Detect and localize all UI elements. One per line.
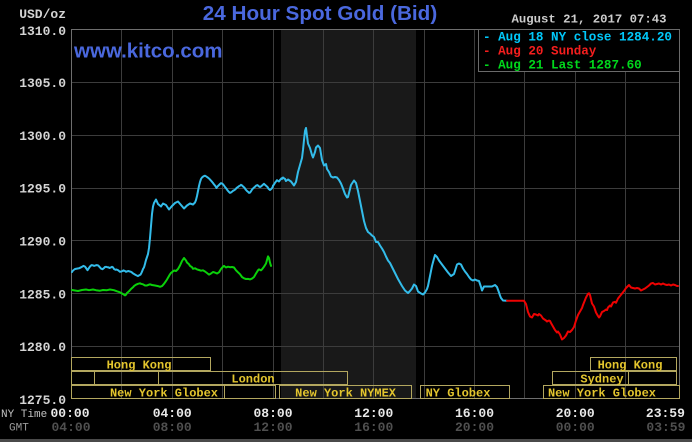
svg-text:NY Globex: NY Globex xyxy=(426,386,491,400)
svg-text:New York Globex: New York Globex xyxy=(110,386,218,400)
svg-text:USD/oz: USD/oz xyxy=(19,7,66,22)
svg-text:www.kitco.com: www.kitco.com xyxy=(73,40,222,63)
svg-text:20:00: 20:00 xyxy=(556,406,595,421)
svg-text:GMT: GMT xyxy=(9,423,29,435)
svg-text:1285.0: 1285.0 xyxy=(19,287,66,302)
svg-text:12:00: 12:00 xyxy=(354,406,393,421)
svg-text:Sydney: Sydney xyxy=(580,373,623,387)
svg-text:NY Time: NY Time xyxy=(1,409,47,421)
svg-text:16:00: 16:00 xyxy=(354,420,393,435)
svg-text:August 21, 2017 07:43: August 21, 2017 07:43 xyxy=(512,13,667,27)
svg-text:- Aug 21 Last 1287.60: - Aug 21 Last 1287.60 xyxy=(483,59,642,73)
svg-text:00:00: 00:00 xyxy=(50,406,89,421)
svg-text:1300.0: 1300.0 xyxy=(19,129,66,144)
svg-text:04:00: 04:00 xyxy=(51,420,90,435)
svg-text:1290.0: 1290.0 xyxy=(19,235,66,250)
svg-text:1305.0: 1305.0 xyxy=(19,76,66,91)
svg-text:- Aug 20 Sunday: - Aug 20 Sunday xyxy=(483,45,597,59)
svg-text:20:00: 20:00 xyxy=(455,420,494,435)
svg-text:Hong Kong: Hong Kong xyxy=(598,358,663,372)
svg-text:1310.0: 1310.0 xyxy=(19,24,66,39)
svg-text:1280.0: 1280.0 xyxy=(19,340,66,355)
svg-text:23:59: 23:59 xyxy=(646,406,685,421)
svg-text:03:59: 03:59 xyxy=(646,420,685,435)
svg-text:1295.0: 1295.0 xyxy=(19,182,66,197)
svg-text:24 Hour Spot Gold (Bid): 24 Hour Spot Gold (Bid) xyxy=(203,2,437,25)
svg-text:1275.0: 1275.0 xyxy=(19,393,66,408)
svg-text:12:00: 12:00 xyxy=(253,420,292,435)
svg-text:London: London xyxy=(231,373,274,387)
svg-text:00:00: 00:00 xyxy=(556,420,595,435)
svg-text:- Aug 18 NY close 1284.20: - Aug 18 NY close 1284.20 xyxy=(483,31,672,45)
svg-text:08:00: 08:00 xyxy=(153,420,192,435)
svg-text:New York NYMEX: New York NYMEX xyxy=(295,386,397,400)
svg-text:16:00: 16:00 xyxy=(455,406,494,421)
svg-text:08:00: 08:00 xyxy=(253,406,292,421)
svg-text:Hong Kong: Hong Kong xyxy=(107,358,172,372)
svg-text:04:00: 04:00 xyxy=(153,406,192,421)
svg-text:New York Globex: New York Globex xyxy=(548,386,656,400)
